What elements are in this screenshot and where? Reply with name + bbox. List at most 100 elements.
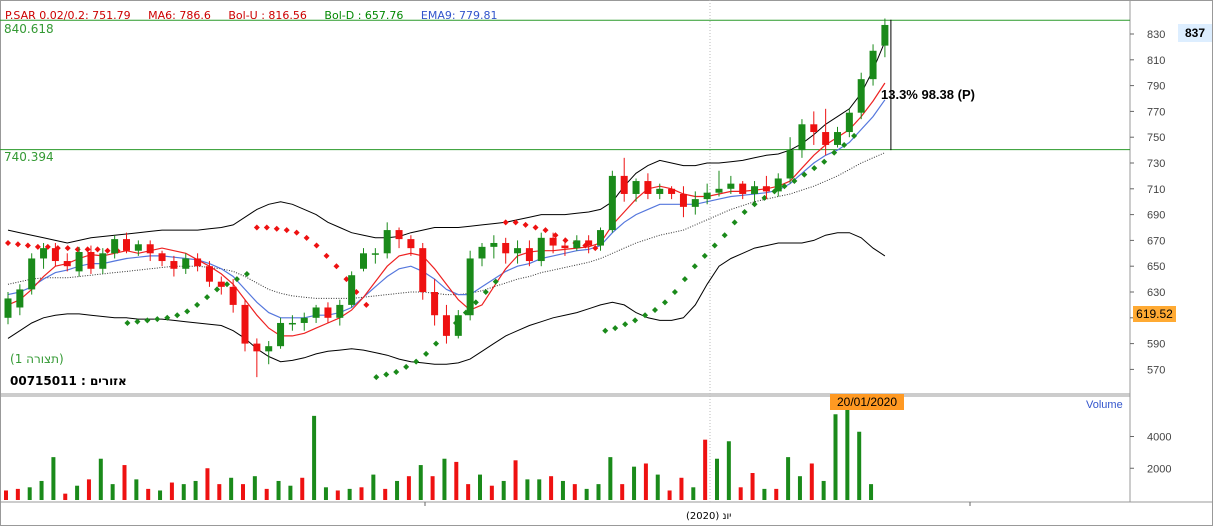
candle-body <box>383 230 391 254</box>
candle-body <box>786 150 794 179</box>
volume-bar <box>110 484 115 500</box>
candle-body <box>644 181 652 194</box>
volume-bar <box>501 480 506 500</box>
psar-point <box>293 229 300 236</box>
volume-bar <box>679 477 684 500</box>
volume-y-tick-label: 2000 <box>1147 463 1171 475</box>
candle-body <box>774 178 782 192</box>
candle-body <box>241 304 249 344</box>
volume-bar <box>655 474 660 500</box>
candle-body <box>810 124 818 133</box>
volume-bar <box>205 468 210 500</box>
volume-bar <box>252 476 257 500</box>
high-level-label: 840.618 <box>4 22 54 36</box>
volume-bar <box>513 460 518 500</box>
volume-bar <box>86 479 91 500</box>
measure-annotation: 13.3% 98.38 (P) <box>881 87 975 102</box>
volume-bar <box>288 485 293 500</box>
candle-body <box>454 315 462 336</box>
volume-bar <box>406 476 411 500</box>
psar-point <box>502 219 509 226</box>
volume-bar <box>371 474 376 500</box>
volume-bar <box>4 490 8 500</box>
candle-body <box>834 132 841 145</box>
volume-bar <box>146 488 151 500</box>
psar-point <box>821 158 828 165</box>
psar-point <box>602 327 609 334</box>
candle-body <box>573 240 581 249</box>
volume-bar <box>229 477 234 500</box>
psar-point <box>184 308 191 315</box>
candle-body <box>751 186 759 194</box>
volume-bar <box>869 484 874 500</box>
psar-point <box>24 242 31 249</box>
psar-point <box>532 224 539 231</box>
candle-body <box>656 188 664 194</box>
candle-body <box>4 298 12 318</box>
candle-body <box>798 124 806 151</box>
volume-bar <box>478 474 482 500</box>
view-config-label: (תצורה 1) <box>10 352 64 366</box>
psar-point <box>323 252 330 259</box>
bollinger-mid-line <box>7 152 886 299</box>
psar-point <box>841 141 848 148</box>
psar-point <box>233 276 240 283</box>
ema-line <box>7 99 886 319</box>
psar-point <box>303 234 310 241</box>
psar-point <box>64 245 71 252</box>
psar-point <box>204 294 211 301</box>
volume-bar <box>27 487 32 500</box>
psar-point <box>34 243 41 250</box>
candle-body <box>395 230 403 240</box>
candle-body <box>229 286 237 305</box>
volume-bar <box>454 461 459 500</box>
candle-body <box>585 240 593 246</box>
psar-point <box>731 219 738 226</box>
candle-body <box>431 292 439 316</box>
candle-body <box>134 244 142 251</box>
volume-bar <box>359 487 364 500</box>
volume-bar <box>489 485 494 500</box>
psar-point <box>283 227 290 234</box>
candle-body <box>881 24 889 46</box>
psar-point <box>542 227 549 234</box>
volume-y-tick-label: 4000 <box>1147 432 1171 444</box>
bollinger-lower-line <box>7 232 886 365</box>
psar-point <box>612 325 619 332</box>
psar-point <box>592 245 599 252</box>
psar-point <box>273 225 280 232</box>
candle-body <box>679 193 687 207</box>
volume-bar <box>418 465 423 500</box>
candle-body <box>857 79 865 113</box>
volume-bar <box>15 488 20 500</box>
psar-point <box>383 371 390 378</box>
psar-point <box>721 232 728 239</box>
volume-bar <box>738 487 743 500</box>
psar-point <box>223 281 230 288</box>
psar-point <box>851 132 858 139</box>
y-tick-label: 790 <box>1147 81 1165 93</box>
volume-bar <box>715 458 719 500</box>
volume-bar <box>75 485 80 500</box>
candle-body <box>407 239 415 249</box>
psar-point <box>691 263 698 270</box>
candle-body <box>51 248 59 262</box>
psar-point <box>781 183 788 190</box>
psar-point <box>701 252 708 259</box>
psar-point <box>5 239 11 246</box>
psar-point <box>164 314 171 321</box>
psar-point <box>492 278 499 285</box>
volume-bar <box>821 480 826 500</box>
candle-body <box>360 253 367 269</box>
candle-body <box>549 237 557 246</box>
candle-body <box>40 248 48 259</box>
volume-bar <box>833 414 838 500</box>
candle-body <box>28 258 36 290</box>
candle-body <box>158 253 166 262</box>
legend-bollinger-upper: Bol-U : 816.56 <box>228 9 307 22</box>
volume-bar <box>608 457 613 500</box>
ma-line <box>7 82 886 337</box>
volume-bar <box>703 439 708 500</box>
candle-body <box>371 253 379 255</box>
psar-point <box>104 247 111 254</box>
